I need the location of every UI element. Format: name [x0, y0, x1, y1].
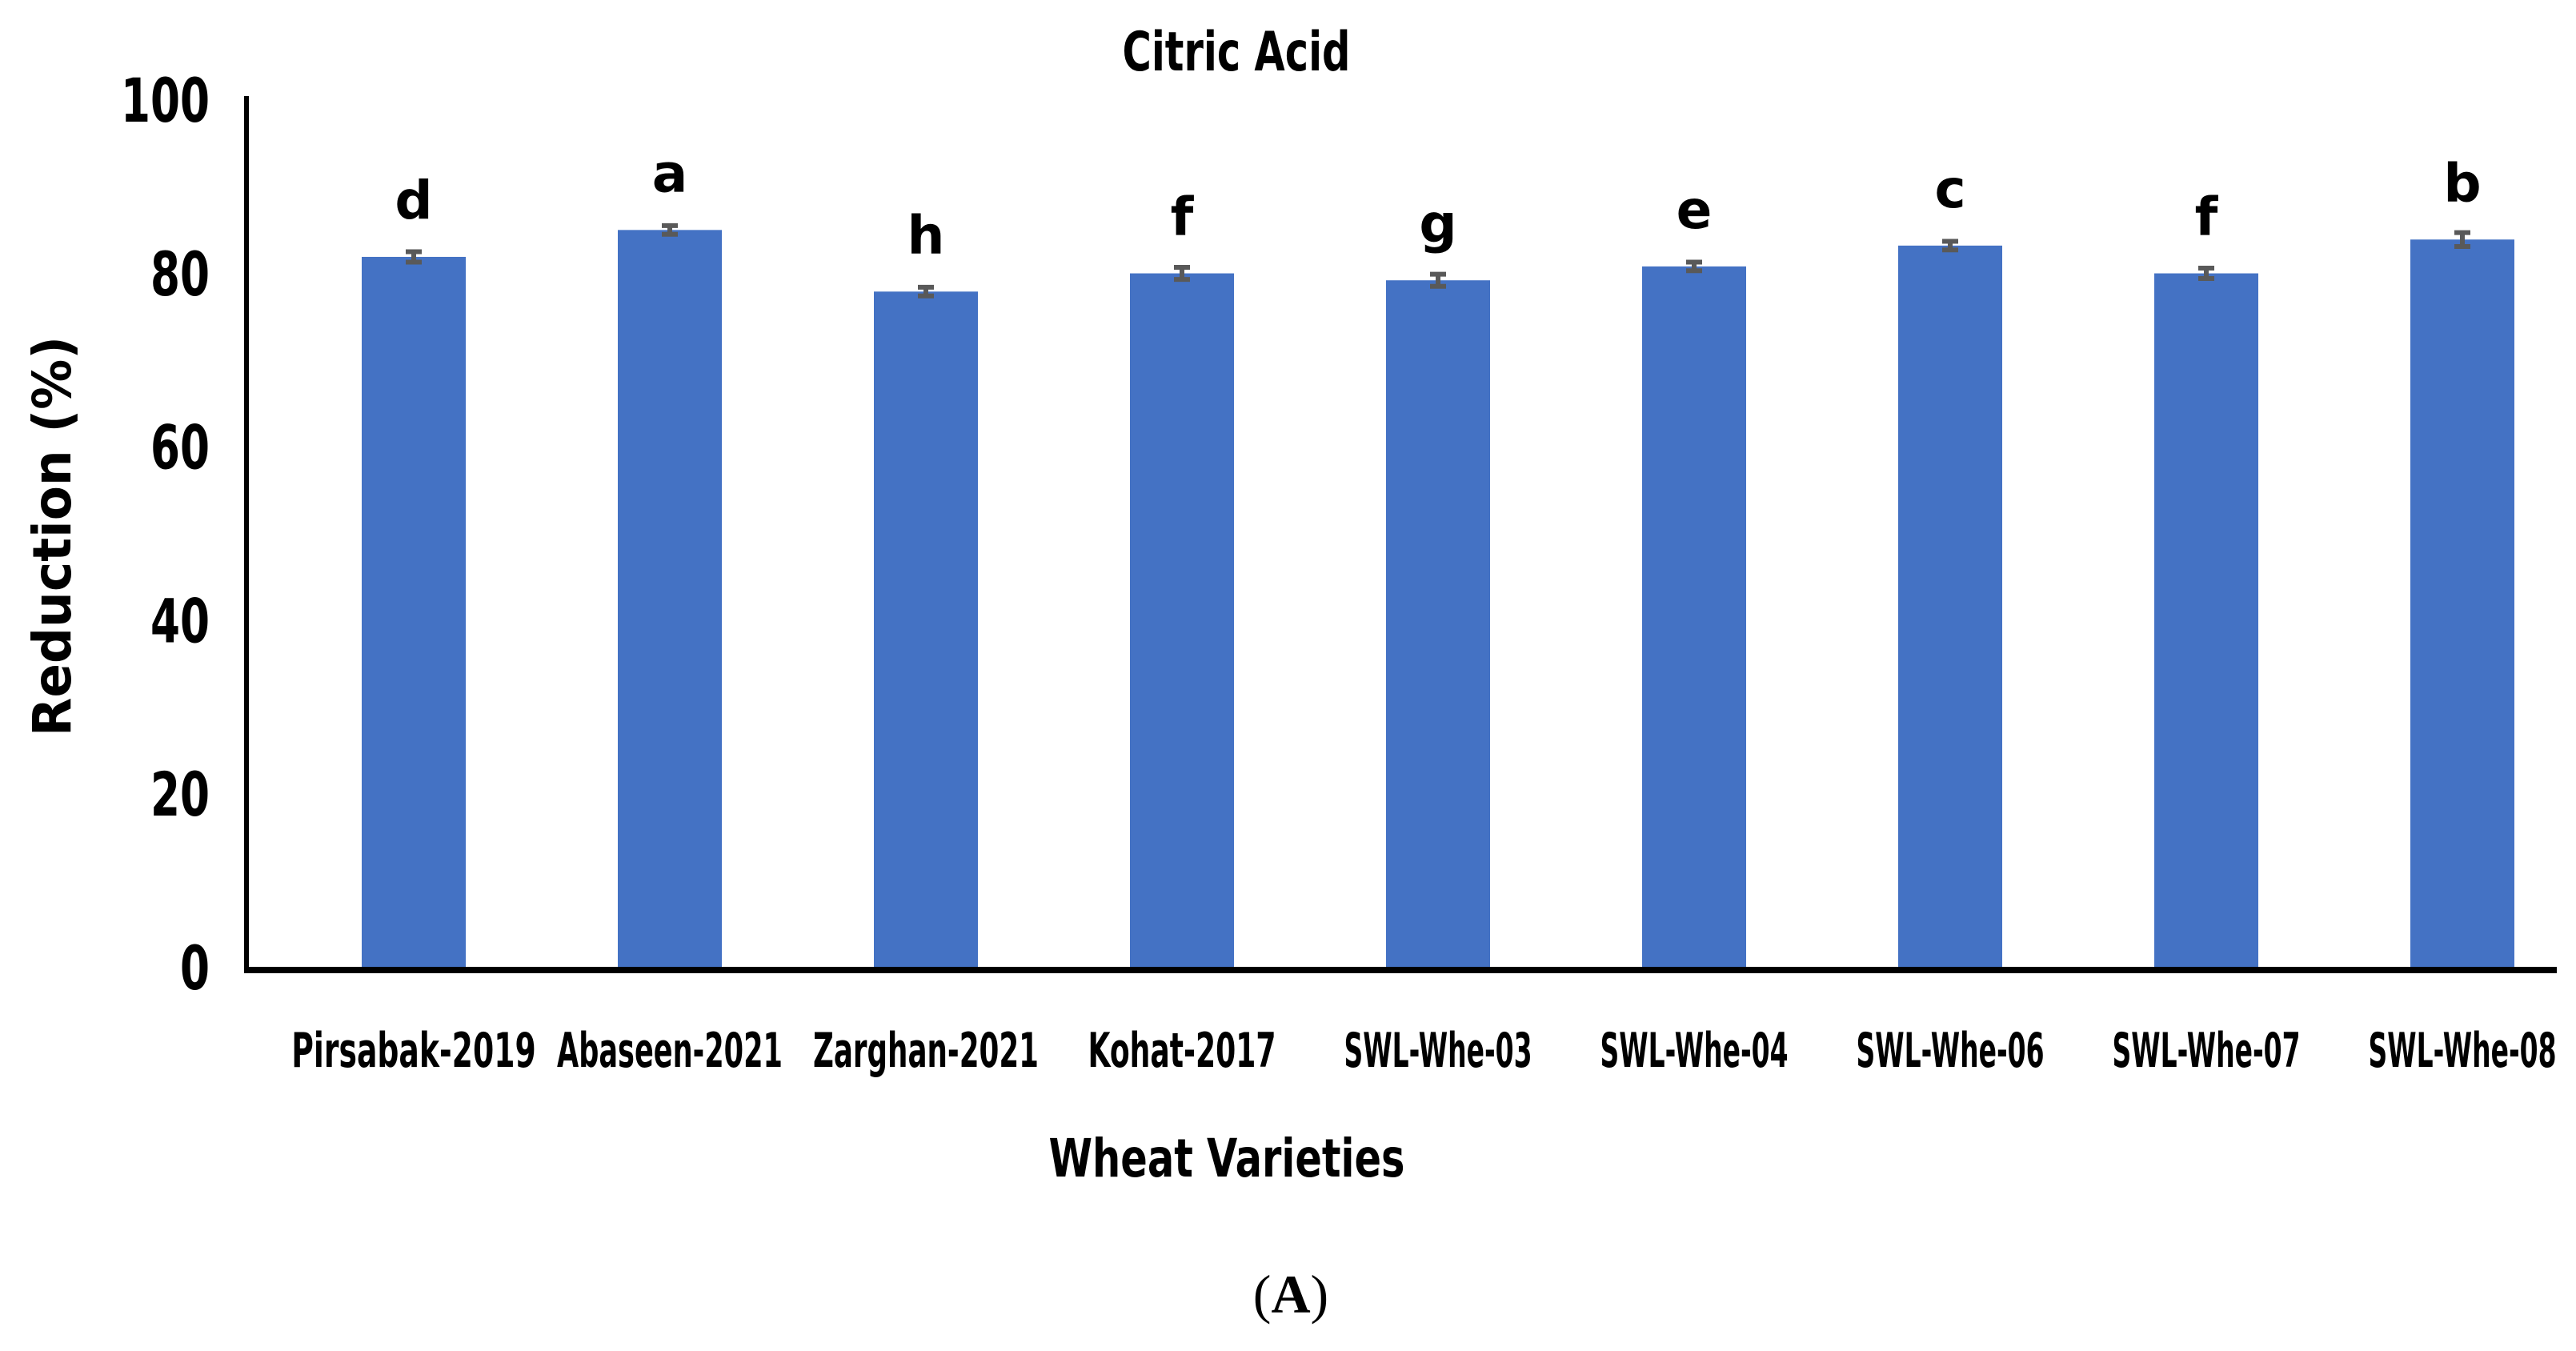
bar-pirsabak-2019 — [362, 256, 466, 970]
y-axis-title: Reduction (%) — [22, 336, 83, 736]
y-tick-label-0: 0 — [180, 932, 210, 1004]
y-tick-label-40: 40 — [150, 585, 210, 656]
x-category-label-swl-whe-04: SWL-Whe-04 — [1600, 1023, 1789, 1079]
panel-label-letter: A — [1271, 1264, 1310, 1325]
significance-letter-swl-whe-03: g — [1419, 193, 1456, 255]
panel-label-close-paren: ) — [1311, 1264, 1329, 1325]
x-axis-title: Wheat Varieties — [1049, 1128, 1405, 1189]
significance-letter-swl-whe-06: c — [1934, 158, 1965, 220]
significance-letter-swl-whe-08: b — [2443, 152, 2481, 214]
x-category-label-swl-whe-03: SWL-Whe-03 — [1344, 1023, 1532, 1079]
bar-swl-whe-03 — [1386, 280, 1490, 971]
significance-letter-swl-whe-07: f — [2195, 186, 2219, 248]
bar-zarghan-2021 — [874, 291, 978, 970]
x-category-label-abaseen-2021: Abaseen-2021 — [557, 1023, 783, 1079]
bar-swl-whe-06 — [1898, 245, 2002, 970]
x-category-label-pirsabak-2019: Pirsabak-2019 — [291, 1023, 536, 1079]
x-category-label-kohat-2017: Kohat-2017 — [1088, 1023, 1276, 1079]
panel-label-open-paren: ( — [1253, 1264, 1272, 1325]
bar-swl-whe-08 — [2410, 239, 2514, 971]
y-tick-label-20: 20 — [150, 759, 210, 830]
x-category-label-swl-whe-07: SWL-Whe-07 — [2113, 1023, 2301, 1079]
y-tick-label-100: 100 — [121, 65, 210, 136]
x-category-label-zarghan-2021: Zarghan-2021 — [813, 1023, 1039, 1079]
significance-letter-pirsabak-2019: d — [395, 170, 432, 231]
bar-abaseen-2021 — [618, 230, 722, 970]
plot-area: 0 20 40 60 80 100 d Pirsabak-2019 a Abaseen-2021 h… — [121, 65, 2557, 1079]
significance-letter-kohat-2017: f — [1171, 186, 1195, 248]
bar-swl-whe-04 — [1642, 266, 1746, 971]
panel-label: (A) — [1253, 1264, 1328, 1325]
y-tick-label-60: 60 — [150, 412, 210, 483]
significance-letter-abaseen-2021: a — [652, 142, 688, 204]
y-tick-label-80: 80 — [150, 239, 210, 310]
bar-kohat-2017 — [1130, 273, 1234, 971]
significance-letter-swl-whe-04: e — [1677, 179, 1713, 241]
significance-letter-zarghan-2021: h — [907, 204, 945, 266]
x-category-label-swl-whe-06: SWL-Whe-06 — [1857, 1023, 2045, 1079]
chart-title: Citric Acid — [1123, 21, 1351, 84]
bar-swl-whe-07 — [2154, 273, 2258, 971]
x-category-label-swl-whe-08: SWL-Whe-08 — [2369, 1023, 2557, 1079]
